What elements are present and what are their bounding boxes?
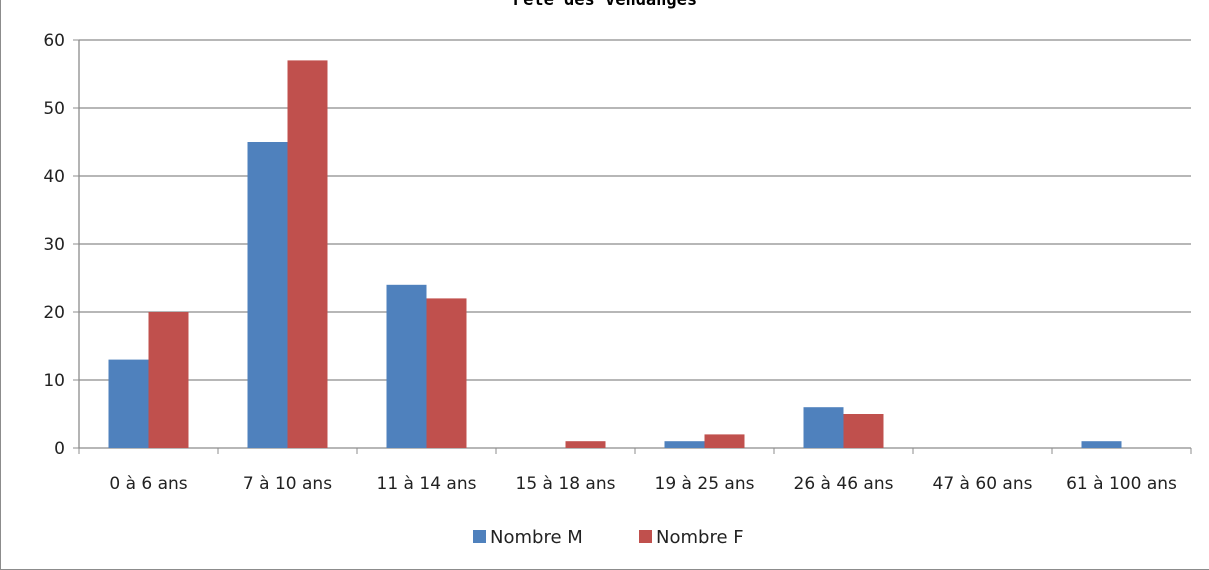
x-tick-label: 11 à 14 ans (377, 474, 477, 494)
bar-nombre-m (664, 441, 705, 448)
y-tick-label: 60 (43, 31, 65, 51)
x-tick-label: 0 à 6 ans (109, 474, 187, 494)
legend-label: Nombre M (490, 527, 583, 548)
x-tick-label: 15 à 18 ans (516, 474, 616, 494)
bar-nombre-m (803, 407, 844, 448)
gridlines (79, 39, 1191, 449)
y-tick-label: 50 (43, 99, 65, 119)
bar-nombre-f (148, 312, 189, 448)
legend-label: Nombre F (656, 527, 744, 548)
chart-title: Fête des vendanges (513, 0, 697, 10)
bar-nombre-f (426, 298, 467, 448)
bars (108, 60, 1122, 449)
bar-nombre-f (287, 60, 328, 449)
bar-nombre-m (247, 142, 288, 448)
legend-swatch (639, 530, 652, 543)
bar-nombre-f (704, 434, 745, 448)
y-tick-label: 40 (43, 167, 65, 187)
x-tick-label: 19 à 25 ans (655, 474, 755, 494)
x-tick-label: 61 à 100 ans (1066, 474, 1177, 494)
x-tick-label: 7 à 10 ans (243, 474, 332, 494)
x-tick-label: 26 à 46 ans (794, 474, 894, 494)
y-tick-label: 10 (43, 371, 65, 391)
y-tick-label: 20 (43, 303, 65, 323)
y-axis: 0 10 20 30 40 50 60 (43, 31, 80, 459)
x-axis: 0 à 6 ans 7 à 10 ans 11 à 14 ans 15 à 18 an… (78, 448, 1192, 494)
legend: Nombre M Nombre F (473, 527, 744, 548)
bar-nombre-m (1081, 441, 1122, 448)
bar-nombre-m (386, 284, 427, 448)
x-tick-label: 47 à 60 ans (933, 474, 1033, 494)
bar-nombre-m (108, 359, 149, 448)
bar-nombre-f (565, 441, 606, 448)
legend-swatch (473, 530, 486, 543)
y-tick-label: 0 (54, 439, 65, 459)
y-tick-label: 30 (43, 235, 65, 255)
bar-nombre-f (843, 414, 884, 448)
